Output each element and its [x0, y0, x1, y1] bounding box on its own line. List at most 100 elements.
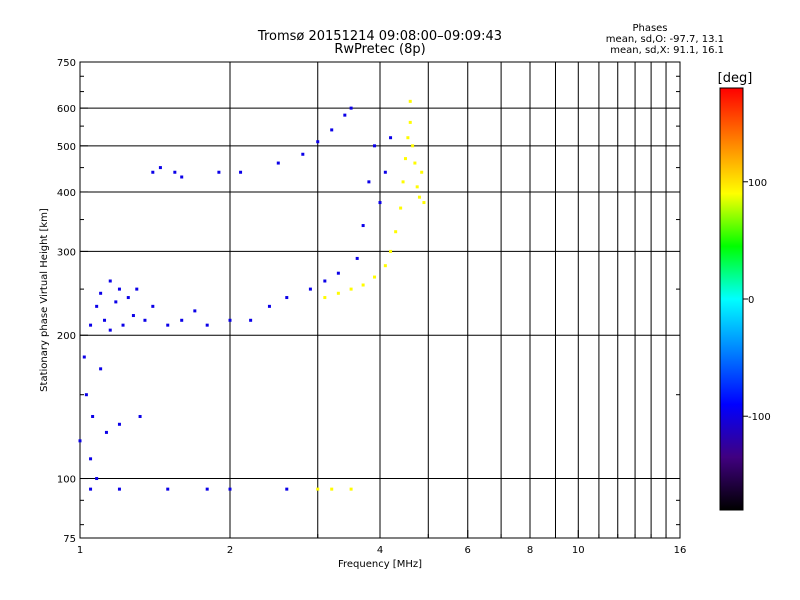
data-point-o — [205, 323, 209, 327]
data-point-o — [91, 414, 95, 418]
data-point-o — [343, 113, 347, 117]
data-point-o — [108, 279, 112, 283]
x-tick-label: 8 — [527, 545, 533, 556]
data-point-o — [228, 318, 232, 322]
y-tick-label: 100 — [57, 475, 76, 486]
colorbar-tick-label: 100 — [748, 178, 767, 189]
data-point-o — [84, 393, 88, 397]
data-point-x — [413, 161, 417, 165]
data-point-o — [108, 328, 112, 332]
y-tick-label: 500 — [57, 142, 76, 153]
data-point-o — [239, 170, 243, 174]
data-point-o — [373, 144, 377, 148]
data-point-o — [180, 318, 184, 322]
data-point-o — [285, 296, 289, 300]
data-point-o — [217, 170, 221, 174]
data-point-x — [408, 120, 412, 124]
data-point-o — [138, 414, 142, 418]
data-point-x — [417, 195, 421, 199]
data-point-x — [401, 180, 405, 184]
x-tick-label: 10 — [572, 545, 585, 556]
y-tick-label: 400 — [57, 188, 76, 199]
chart-subtitle: RwPretec (8p) — [334, 42, 425, 57]
y-tick-label: 75 — [63, 534, 76, 545]
data-point-x — [415, 185, 419, 189]
data-point-o — [82, 355, 86, 359]
data-point-o — [99, 291, 103, 295]
data-point-o — [228, 487, 232, 491]
y-tick-label: 600 — [57, 104, 76, 115]
data-points — [78, 99, 426, 491]
colorbar-ticks: 100 0 -100 — [743, 178, 771, 423]
x-axis-label: Frequency [MHz] — [338, 559, 422, 570]
data-point-o — [99, 367, 103, 371]
data-point-o — [323, 279, 327, 283]
data-point-o — [95, 304, 99, 308]
data-point-x — [330, 487, 334, 491]
data-point-x — [394, 230, 398, 234]
data-point-x — [389, 249, 393, 253]
y-tick-label: 200 — [57, 331, 76, 342]
data-point-o — [126, 296, 130, 300]
data-point-o — [349, 106, 353, 110]
data-point-o — [78, 439, 82, 443]
colorbar-tick-label: -100 — [748, 412, 771, 423]
data-point-o — [95, 477, 99, 481]
data-point-o — [330, 128, 334, 132]
tick-labels: 1 2 4 6 8 10 16 75 100 200 300 400 500 600 750 — [57, 58, 686, 556]
data-point-x — [403, 157, 407, 161]
data-point-x — [323, 296, 327, 300]
data-point-o — [301, 152, 305, 156]
x-tick-label: 1 — [77, 545, 83, 556]
data-point-o — [173, 170, 177, 174]
data-point-o — [249, 318, 253, 322]
data-point-x — [399, 206, 403, 210]
data-point-x — [408, 99, 412, 103]
y-tick-label: 750 — [57, 58, 76, 69]
data-point-o — [180, 175, 184, 179]
x-tick-label: 16 — [674, 545, 687, 556]
data-point-o — [131, 314, 135, 318]
data-point-x — [316, 487, 320, 491]
data-point-o — [103, 318, 107, 322]
colorbar-tick-label: 0 — [748, 295, 754, 306]
data-point-o — [158, 166, 162, 170]
data-point-o — [361, 224, 365, 228]
data-point-o — [267, 304, 271, 308]
data-point-o — [117, 287, 121, 291]
data-point-o — [135, 287, 139, 291]
data-point-x — [411, 144, 415, 148]
y-tick-label: 300 — [57, 247, 76, 258]
data-point-o — [389, 136, 393, 140]
data-point-x — [420, 170, 424, 174]
data-point-o — [193, 309, 197, 313]
data-point-o — [166, 487, 170, 491]
chart-title: Tromsø 20151214 09:08:00–09:09:43 — [257, 29, 502, 44]
data-point-o — [166, 323, 170, 327]
data-point-o — [316, 140, 320, 144]
data-point-x — [349, 287, 353, 291]
data-point-x — [373, 275, 377, 279]
data-point-o — [104, 430, 108, 434]
data-point-o — [308, 287, 312, 291]
data-point-o — [285, 487, 289, 491]
data-point-o — [205, 487, 209, 491]
x-tick-label: 2 — [227, 545, 233, 556]
data-point-o — [143, 318, 147, 322]
data-point-o — [378, 201, 382, 205]
phase-stats-x: mean, sd,X: 91.1, 16.1 — [610, 45, 724, 56]
data-point-o — [151, 304, 155, 308]
data-point-o — [121, 323, 125, 327]
data-point-x — [361, 283, 365, 287]
x-tick-label: 4 — [377, 545, 383, 556]
data-point-o — [336, 271, 340, 275]
data-point-x — [336, 291, 340, 295]
data-point-o — [383, 170, 387, 174]
y-axis-label: Stationary phase Virtual Height [km] — [39, 208, 50, 392]
data-point-o — [355, 256, 359, 260]
data-point-o — [117, 422, 121, 426]
data-point-x — [422, 201, 426, 205]
axis-ticks — [79, 61, 681, 539]
x-tick-label: 6 — [465, 545, 471, 556]
